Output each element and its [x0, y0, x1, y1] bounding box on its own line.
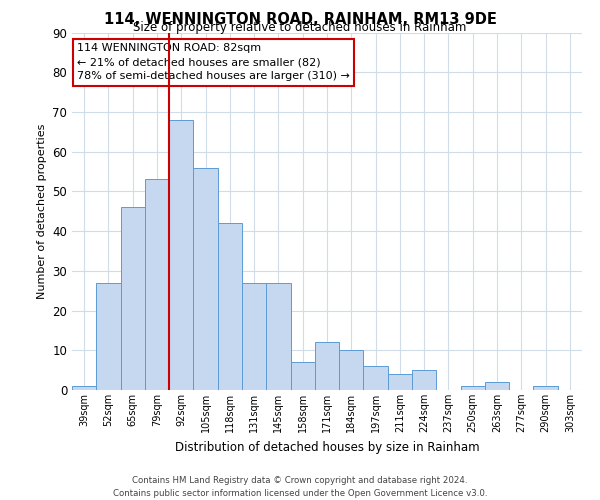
Bar [242, 283, 266, 390]
Bar [533, 386, 558, 390]
Bar [121, 208, 145, 390]
Text: Size of property relative to detached houses in Rainham: Size of property relative to detached ho… [133, 22, 467, 35]
Bar [145, 180, 169, 390]
Text: Contains HM Land Registry data © Crown copyright and database right 2024.
Contai: Contains HM Land Registry data © Crown c… [113, 476, 487, 498]
Bar [169, 120, 193, 390]
Bar [412, 370, 436, 390]
Bar [218, 223, 242, 390]
Bar [72, 386, 96, 390]
Bar [339, 350, 364, 390]
Bar [461, 386, 485, 390]
Text: 114, WENNINGTON ROAD, RAINHAM, RM13 9DE: 114, WENNINGTON ROAD, RAINHAM, RM13 9DE [104, 12, 496, 26]
Bar [266, 283, 290, 390]
Bar [315, 342, 339, 390]
Bar [193, 168, 218, 390]
X-axis label: Distribution of detached houses by size in Rainham: Distribution of detached houses by size … [175, 440, 479, 454]
Bar [364, 366, 388, 390]
Bar [485, 382, 509, 390]
Text: 114 WENNINGTON ROAD: 82sqm
← 21% of detached houses are smaller (82)
78% of semi: 114 WENNINGTON ROAD: 82sqm ← 21% of deta… [77, 43, 350, 81]
Y-axis label: Number of detached properties: Number of detached properties [37, 124, 47, 299]
Bar [388, 374, 412, 390]
Bar [290, 362, 315, 390]
Bar [96, 283, 121, 390]
